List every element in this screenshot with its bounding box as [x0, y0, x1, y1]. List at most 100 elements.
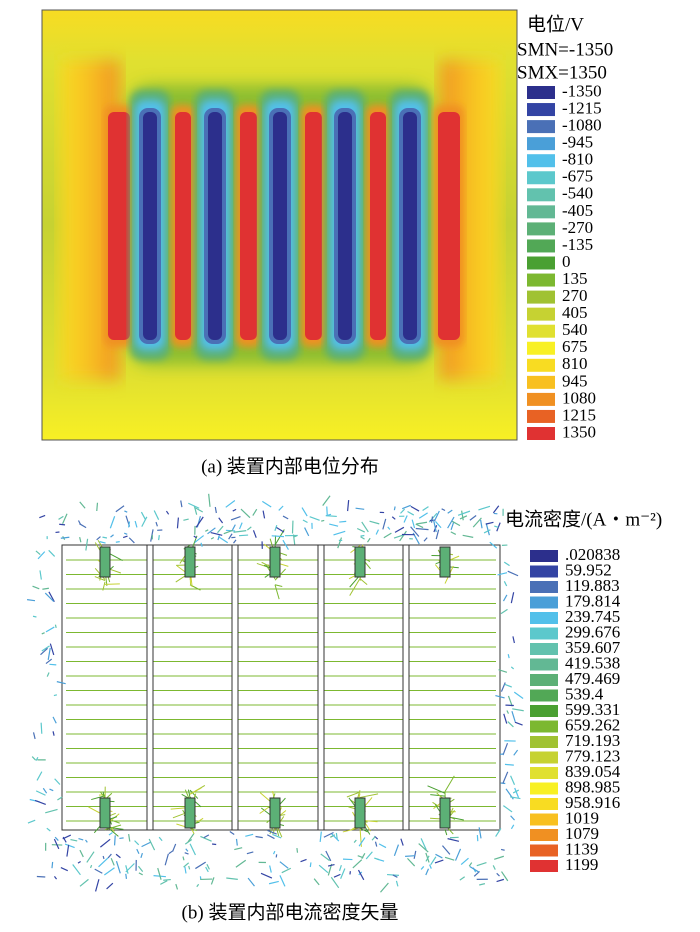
vector	[54, 778, 61, 785]
vector	[450, 531, 457, 535]
vector	[119, 837, 124, 840]
vector	[495, 828, 502, 837]
vector	[266, 834, 275, 840]
vector	[503, 805, 513, 813]
legend-label: 119.883	[565, 576, 620, 595]
vector	[380, 882, 389, 893]
vector	[416, 521, 428, 525]
vector	[140, 511, 146, 520]
vector	[60, 536, 70, 539]
vector	[492, 865, 496, 870]
vector	[319, 831, 322, 842]
legend-swatch	[530, 736, 558, 748]
divider	[231, 544, 239, 831]
vector	[141, 516, 148, 527]
vector	[282, 515, 289, 520]
legend-swatch	[530, 674, 558, 686]
electrode	[403, 112, 417, 340]
vector	[42, 587, 49, 590]
vector	[478, 827, 482, 839]
legend-label: -945	[562, 133, 593, 152]
vector	[246, 851, 254, 855]
vector	[35, 790, 46, 796]
vector	[208, 493, 211, 507]
vector	[427, 785, 446, 794]
vector	[485, 521, 494, 525]
vector	[86, 851, 95, 863]
legend-label: 539.4	[565, 684, 604, 703]
vector	[504, 683, 512, 688]
vector	[355, 507, 365, 510]
vector	[510, 824, 515, 830]
legend-swatch	[530, 860, 558, 872]
vector	[35, 550, 41, 556]
vector	[330, 876, 340, 889]
vector	[107, 853, 112, 859]
vector	[205, 529, 209, 532]
electrode	[108, 112, 130, 340]
legend-label: 945	[562, 371, 588, 390]
vector	[382, 518, 387, 530]
electrode	[208, 112, 222, 340]
vector	[503, 713, 508, 724]
electrode	[438, 112, 460, 340]
vector	[85, 538, 89, 551]
vector	[155, 521, 158, 527]
vector	[513, 749, 519, 756]
vector	[205, 866, 209, 873]
vector	[49, 788, 54, 792]
vector	[274, 524, 278, 531]
vector	[234, 847, 243, 851]
vector	[35, 756, 39, 761]
vector	[418, 843, 429, 853]
electrode	[99, 546, 111, 578]
legend-swatch	[530, 643, 558, 655]
vector	[447, 516, 455, 529]
vector	[180, 500, 183, 508]
vector	[72, 864, 81, 876]
divider	[146, 544, 154, 831]
vector	[46, 672, 50, 677]
vector	[262, 500, 272, 508]
vector	[435, 529, 440, 540]
vector	[451, 520, 461, 527]
legend-swatch	[530, 751, 558, 764]
vector	[54, 624, 57, 628]
vector	[193, 505, 198, 515]
legend-a: 电位/V SMN=-1350 SMX=1350 -1350-1215-1080-…	[517, 13, 613, 441]
vector	[235, 838, 238, 846]
legend-label: 839.054	[565, 762, 621, 781]
vector	[361, 852, 366, 859]
legend-swatch	[530, 612, 558, 624]
vector	[459, 515, 468, 520]
vector	[325, 850, 332, 862]
legend-label: 810	[562, 354, 588, 373]
vector	[103, 867, 115, 876]
vector	[359, 578, 368, 586]
vector	[54, 836, 59, 841]
vector	[128, 537, 135, 544]
legend-swatch	[527, 171, 555, 185]
legend-swatch	[527, 137, 555, 151]
vector	[183, 862, 190, 868]
vector	[274, 584, 280, 600]
vector	[53, 838, 60, 850]
vector	[96, 536, 101, 541]
legend-label: 1350	[562, 422, 596, 441]
vector	[349, 578, 361, 596]
vector	[498, 669, 508, 673]
vector	[494, 525, 499, 528]
electrode	[273, 112, 287, 340]
vector	[128, 521, 131, 528]
electrode	[269, 797, 281, 829]
vector	[420, 866, 425, 870]
vector	[514, 721, 523, 726]
vector	[194, 535, 204, 543]
caption: (a) 装置内部电位分布	[201, 455, 379, 477]
vector	[214, 506, 217, 514]
vector	[231, 524, 236, 531]
vector	[391, 516, 396, 520]
vector	[262, 510, 266, 519]
vector	[499, 753, 504, 756]
